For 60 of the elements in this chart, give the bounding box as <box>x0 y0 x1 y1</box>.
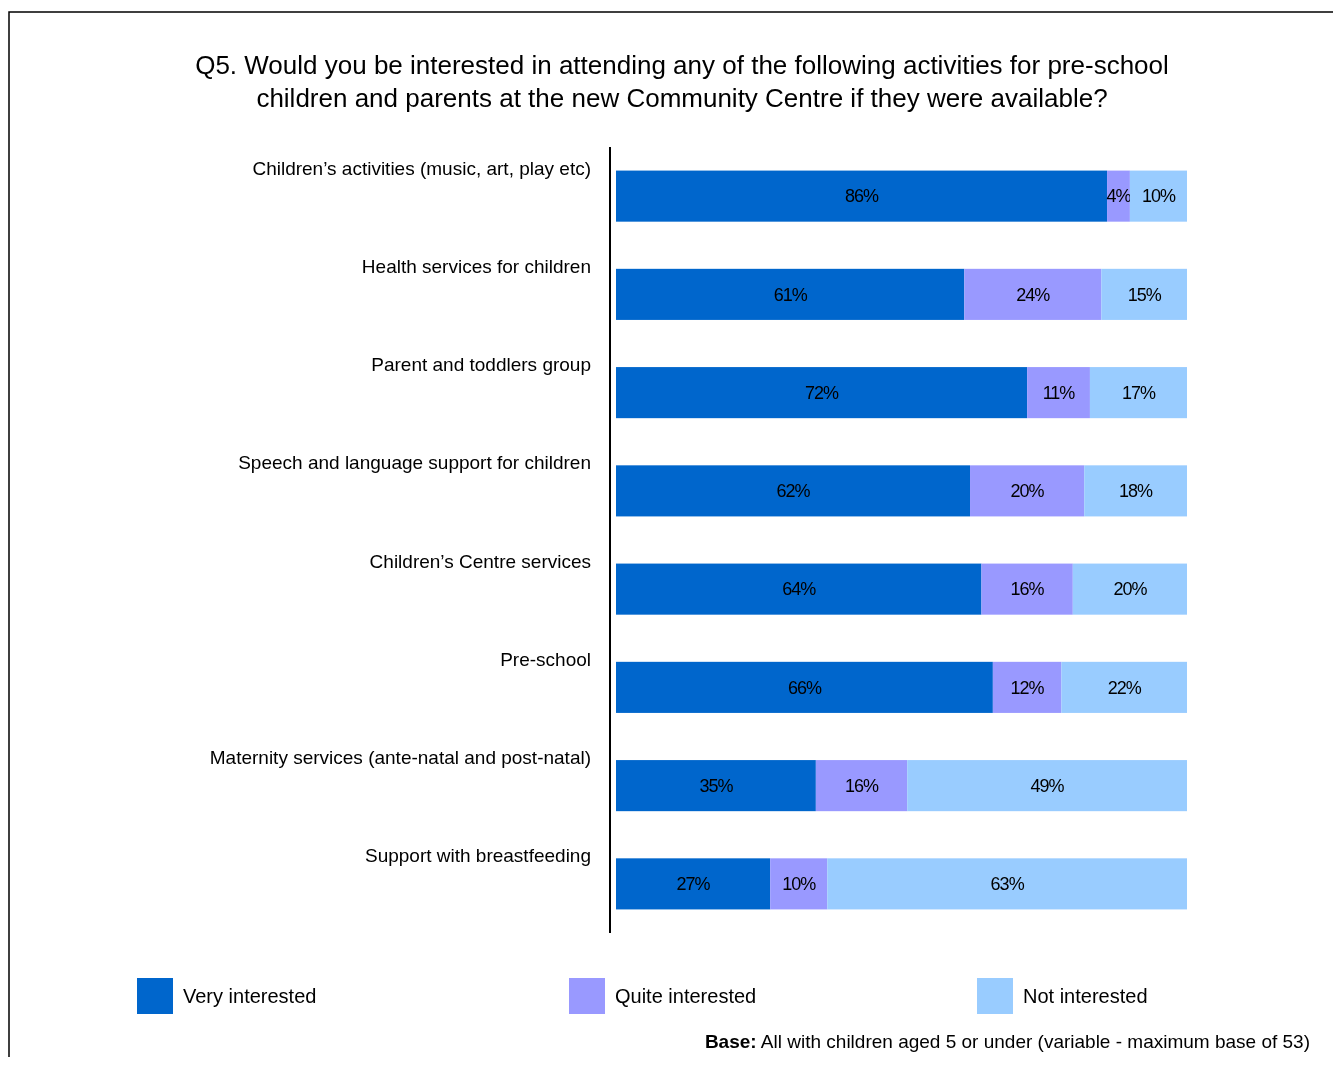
bar <box>616 367 1028 419</box>
data-label: 86% <box>845 186 880 207</box>
y-tick-label: Support with breastfeeding <box>364 845 591 867</box>
data-label: 49% <box>1030 775 1065 796</box>
bar <box>770 858 828 910</box>
y-tick-label: Speech and language support for children <box>238 452 591 474</box>
legend-label: Very interested <box>183 985 317 1007</box>
data-label: 61% <box>773 284 808 305</box>
y-tick-label: Parent and toddlers group <box>371 354 591 376</box>
y-tick-label: Children’s activities (music, art, play etc) <box>252 157 591 179</box>
bar <box>1129 170 1187 222</box>
y-tick-label: Pre-school <box>500 648 591 670</box>
bar <box>981 563 1073 615</box>
bar <box>1089 367 1187 419</box>
data-label: 10% <box>1141 186 1176 207</box>
data-label: 10% <box>782 874 817 895</box>
data-label: 20% <box>1113 579 1148 600</box>
text: Base: All with children aged 5 or under (variable - maximum base of 53) <box>704 1031 1310 1052</box>
legend-label: Not interested <box>1023 985 1148 1007</box>
bar <box>815 760 908 812</box>
bar <box>616 268 965 320</box>
data-label: 63% <box>990 874 1025 895</box>
bar <box>1101 268 1187 320</box>
data-label: 11% <box>1042 382 1076 403</box>
bar <box>1061 661 1187 713</box>
data-label: 64% <box>782 579 817 600</box>
data-label: 35% <box>699 775 734 796</box>
bar <box>616 760 816 812</box>
data-label: 18% <box>1119 481 1154 502</box>
bar <box>616 858 771 910</box>
bar <box>970 465 1085 517</box>
y-tick-label: Maternity services (ante-natal and post-natal) <box>209 747 591 769</box>
data-label: 22% <box>1107 677 1142 698</box>
data-label: 16% <box>1010 579 1045 600</box>
data-label: 24% <box>1016 284 1051 305</box>
data-label: 4% <box>1106 186 1132 207</box>
bar <box>616 170 1108 222</box>
data-label: 20% <box>1010 481 1045 502</box>
bar <box>1084 465 1187 517</box>
bar <box>616 661 993 713</box>
data-label: 12% <box>1010 677 1045 698</box>
bar <box>1072 563 1187 615</box>
bar <box>964 268 1102 320</box>
bar <box>616 465 971 517</box>
data-label: 66% <box>787 677 822 698</box>
legend-label: Quite interested <box>615 985 757 1007</box>
y-tick-label: Children’s Centre services <box>369 550 591 572</box>
bar <box>616 563 982 615</box>
bar <box>827 858 1187 910</box>
data-label: 27% <box>676 874 711 895</box>
data-label: 62% <box>776 481 811 502</box>
data-label: 72% <box>805 382 840 403</box>
bar <box>1027 367 1090 419</box>
bar <box>992 661 1062 713</box>
bar <box>907 760 1187 812</box>
data-label: 16% <box>845 775 880 796</box>
chart-title: Q5. Would you be interested in attending any of the following activities for pre-school children and parents at the new Community Centre if they were available? <box>195 50 1169 113</box>
y-tick-label: Health services for children <box>361 255 591 277</box>
data-label: 15% <box>1127 284 1162 305</box>
data-label: 17% <box>1121 382 1156 403</box>
